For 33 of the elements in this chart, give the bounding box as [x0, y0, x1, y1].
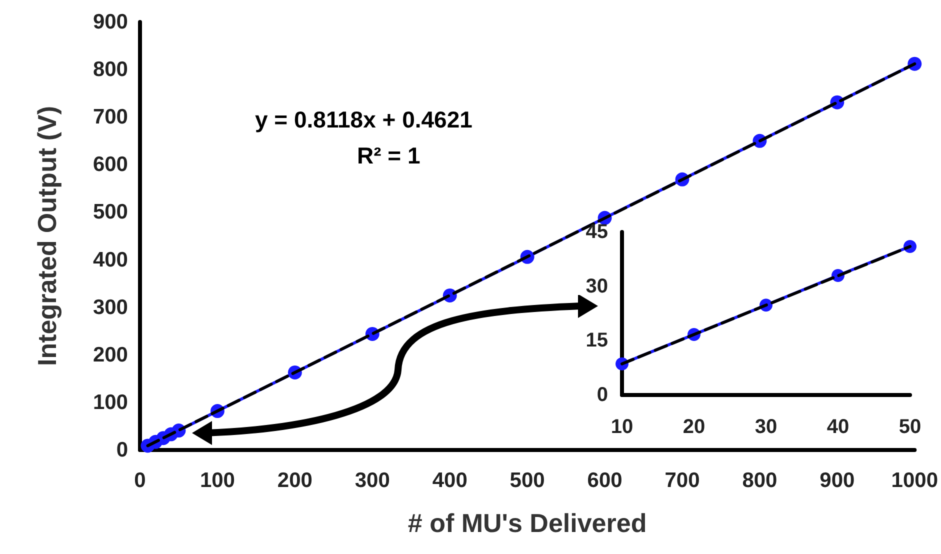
y-tick-label: 700	[92, 106, 128, 129]
x-tick-label: 200	[277, 469, 312, 492]
y-tick-label: 800	[92, 58, 128, 82]
y-axis-title: Integrated Output (V)	[32, 106, 62, 366]
annotation: R² = 1	[356, 142, 420, 168]
y-tick-label: 400	[92, 248, 128, 272]
y-tick-label: 600	[92, 153, 128, 176]
y-tick-label: 30	[586, 275, 608, 298]
x-tick-label: 0	[134, 469, 146, 492]
x-tick-label: 10	[610, 416, 634, 438]
x-tick-label: 900	[820, 469, 855, 492]
x-tick-label: 50	[898, 416, 922, 438]
y-tick-label: 200	[92, 343, 128, 366]
x-tick-label: 400	[432, 469, 468, 492]
x-tick-label: 500	[510, 469, 545, 492]
y-tick-label: 0	[596, 384, 608, 406]
x-tick-label: 30	[754, 416, 778, 438]
x-tick-label: 100	[200, 469, 235, 492]
y-tick-label: 15	[586, 330, 608, 352]
x-tick-label: 800	[742, 469, 778, 492]
y-tick-label: 500	[92, 200, 128, 224]
x-tick-label: 40	[826, 416, 850, 438]
annotation: y = 0.8118x + 0.4621	[255, 106, 473, 132]
y-tick-label: 900	[92, 10, 128, 34]
x-tick-label: 20	[682, 416, 706, 438]
x-axis-title: # of MU's Delivered	[408, 508, 647, 538]
y-tick-label: 300	[92, 296, 128, 319]
x-tick-label: 1000	[891, 469, 938, 492]
y-tick-label: 0	[116, 438, 128, 462]
y-tick-label: 100	[92, 390, 128, 414]
x-tick-label: 700	[664, 469, 700, 492]
y-tick-label: 45	[586, 221, 608, 243]
x-tick-label: 300	[354, 469, 390, 492]
